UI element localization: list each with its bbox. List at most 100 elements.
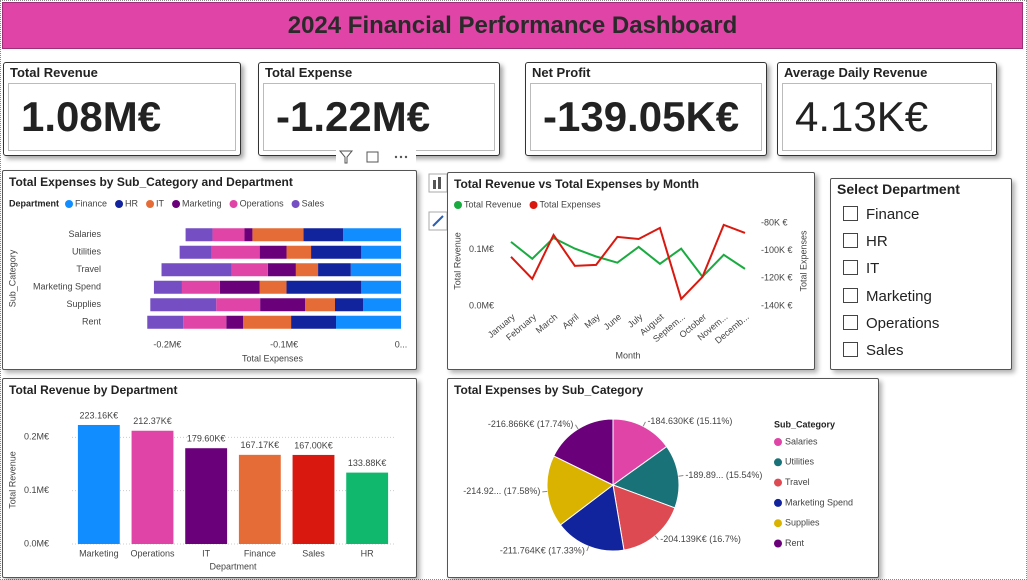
kpi-label: Average Daily Revenue (784, 65, 928, 80)
x-tick-label: 0... (395, 339, 408, 349)
bar-segment (179, 245, 212, 259)
bar-segment (259, 280, 287, 294)
y-tick-label: 0.0M€ (469, 300, 494, 310)
bar-segment (286, 245, 312, 259)
bar-segment (361, 245, 401, 259)
kpi-value: 1.08M€ (8, 83, 236, 151)
kpi-value: 4.13K€ (782, 83, 992, 151)
chart-panel[interactable]: Total Revenue vs Total Expenses by Month… (447, 172, 815, 370)
slicer-option[interactable]: Finance (843, 205, 919, 225)
bar (292, 454, 335, 544)
pie-slice (546, 455, 614, 526)
chart-title: Total Revenue by Department (9, 383, 177, 397)
more-dot[interactable] (394, 155, 398, 159)
checkbox[interactable] (843, 206, 858, 221)
chart-panel[interactable]: Total Expenses by Sub_Category -184.630K€… (447, 378, 879, 578)
legend-label: Finance (75, 198, 107, 208)
bar (185, 448, 228, 544)
bar-segment (252, 228, 304, 242)
bar-segment (231, 263, 268, 277)
more-dot[interactable] (399, 155, 403, 159)
chart-title: Total Expenses by Sub_Category (454, 383, 643, 397)
more-dot[interactable] (404, 155, 408, 159)
kpi-card: Total Revenue 1.08M€ (3, 62, 241, 156)
y-axis-label: Sub_Category (7, 249, 17, 307)
bar-segment (336, 315, 401, 329)
y-tick-label: Marketing Spend (33, 282, 101, 292)
kpi-label: Net Profit (532, 65, 591, 80)
option-label: Finance (866, 206, 920, 223)
kpi-label: Total Expense (265, 65, 353, 80)
legend-marker (774, 458, 782, 467)
line (510, 223, 746, 301)
icon-part (432, 215, 444, 227)
legend-marker (454, 201, 462, 209)
legend-marker (774, 478, 782, 487)
bar-segment (216, 298, 261, 312)
leader-line (654, 535, 659, 541)
legend-label: Total Expenses (540, 199, 602, 209)
filter-icon[interactable] (338, 150, 354, 164)
checkbox[interactable] (843, 260, 858, 275)
checkbox[interactable] (843, 233, 858, 248)
bar (346, 472, 389, 544)
y-tick-label: Utilities (72, 247, 102, 257)
y2-tick-label: -80K € (761, 217, 788, 227)
x-tick-label: -0.2M€ (153, 339, 181, 349)
kpi-card: Net Profit -139.05K€ (525, 62, 767, 156)
slicer-option[interactable]: HR (843, 232, 888, 252)
chart: Total Expenses by Sub_Category and Depar… (7, 175, 408, 363)
slicer-option[interactable]: Marketing (843, 287, 932, 307)
kpi-label: Total Revenue (10, 65, 98, 80)
focus-icon[interactable] (366, 151, 379, 163)
legend-label: Supplies (785, 518, 820, 528)
x-tick-label: Marketing (79, 548, 119, 558)
leader-line (575, 424, 579, 430)
x-tick-label: March (534, 312, 560, 336)
bar-segment (181, 280, 220, 294)
legend-marker (146, 200, 155, 208)
bar-segment (303, 228, 344, 242)
x-tick-label: May (582, 311, 602, 330)
x-axis-label: Department (209, 561, 257, 571)
slicer-option[interactable]: Operations (843, 314, 939, 334)
kpi-value: -1.22M€ (263, 83, 495, 151)
bar-segment (291, 315, 337, 329)
bar-segment (219, 280, 260, 294)
x-axis-label: Total Expenses (242, 353, 304, 363)
data-label: 133.88K€ (348, 458, 387, 468)
data-label: -216.866K€ (17.74%) (488, 419, 574, 429)
option-label: Marketing (866, 288, 932, 305)
y2-tick-label: -120K € (761, 273, 793, 283)
legend-label: Travel (785, 477, 810, 487)
slicer-option[interactable]: Sales (843, 341, 904, 361)
data-label: 212.37K€ (133, 416, 172, 426)
legend-marker (774, 539, 782, 548)
bar-segment (153, 280, 182, 294)
checkbox[interactable] (843, 315, 858, 330)
y-axis-label: Total Revenue (7, 451, 17, 509)
chart: Total Expenses by Sub_Category -184.630K€… (454, 383, 853, 555)
checkbox[interactable] (843, 342, 858, 357)
chart-panel[interactable]: Total Revenue by Department 0.0M€ 0.1M€ 0.2… (2, 378, 417, 578)
data-label: -189.89... (15.54%) (685, 470, 762, 480)
x-tick-label: IT (202, 548, 211, 558)
bar-segment (318, 263, 351, 277)
x-tick-label: HR (361, 548, 374, 558)
y2-axis-label: Total Expenses (798, 230, 808, 292)
checkbox[interactable] (843, 288, 858, 303)
legend-label: Operations (240, 198, 285, 208)
slicer: Select Department Finance HR IT Marketin… (830, 178, 1012, 370)
bar-segment (226, 315, 244, 329)
legend-title: Sub_Category (774, 419, 835, 429)
icon-part (438, 177, 441, 189)
slicer-option[interactable]: IT (843, 259, 879, 279)
x-axis-label: Month (615, 350, 640, 360)
y-tick-label: Supplies (66, 299, 101, 309)
leader-line (642, 421, 646, 427)
bar-segment (212, 228, 245, 242)
x-tick-label: Sales (302, 548, 325, 558)
chart-panel[interactable]: Total Expenses by Sub_Category and Depar… (2, 170, 417, 370)
x-tick-label: June (602, 312, 623, 332)
